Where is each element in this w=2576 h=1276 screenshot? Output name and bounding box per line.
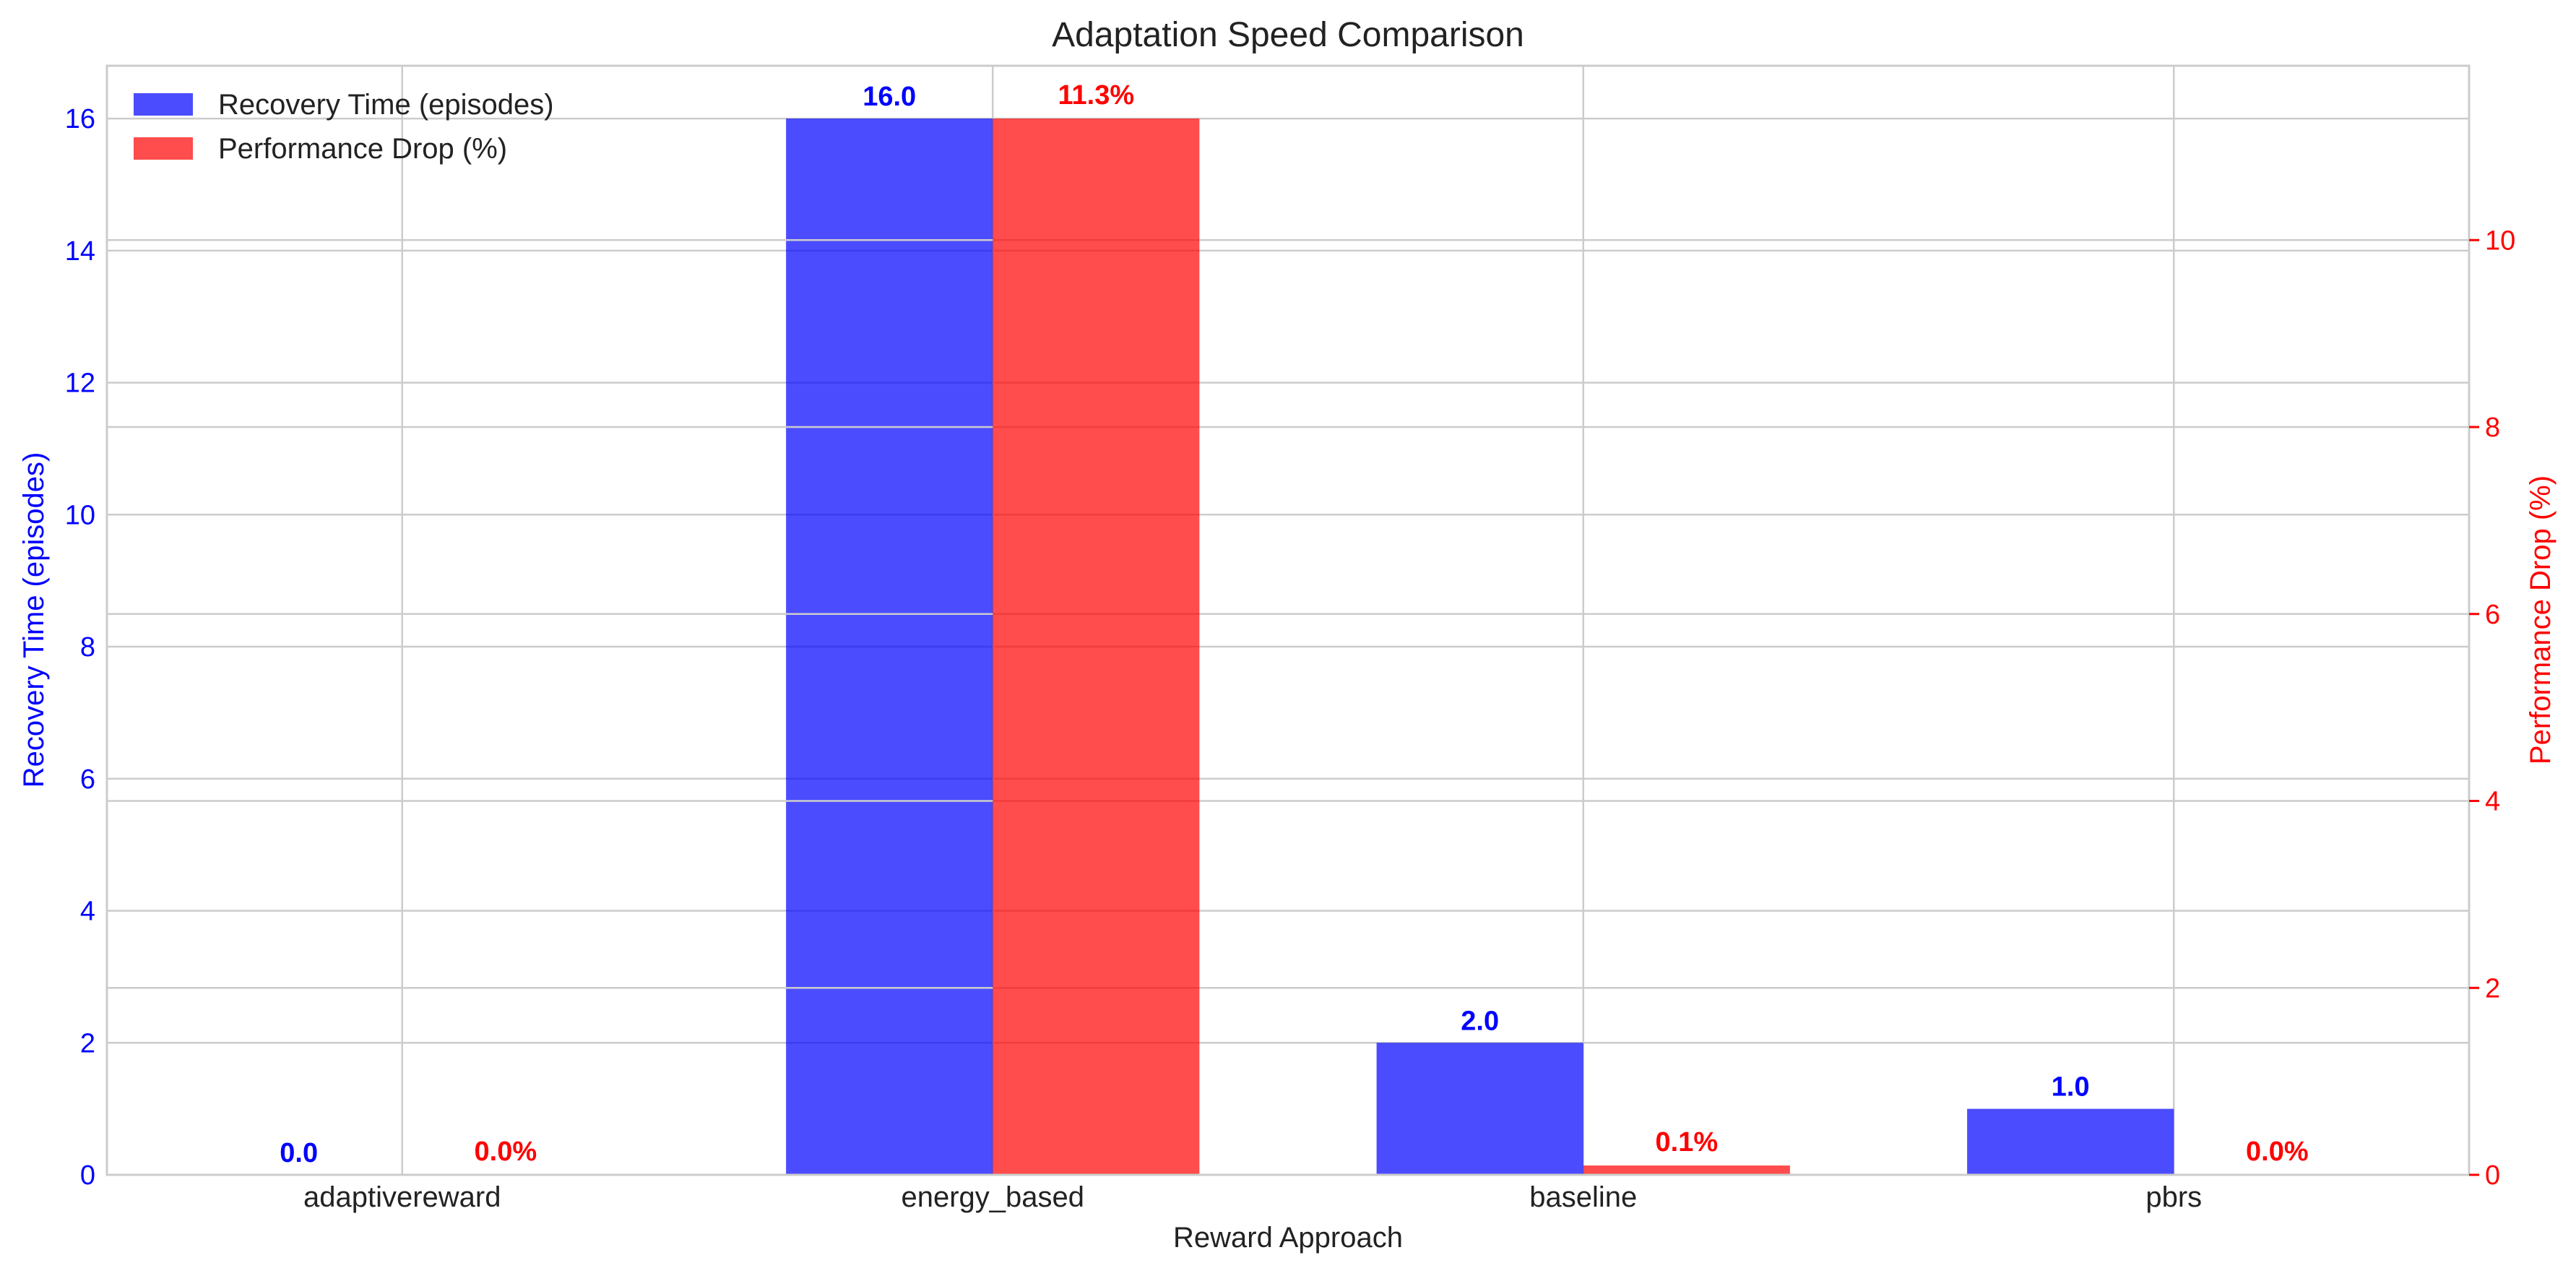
bar-performance-drop — [1583, 1165, 1790, 1175]
x-tick-label: adaptivereward — [303, 1181, 501, 1213]
x-tick-label: energy_based — [901, 1181, 1084, 1213]
data-label-recovery-time: 16.0 — [863, 82, 916, 112]
chart-title: Adaptation Speed Comparison — [1052, 16, 1524, 54]
bar-recovery-time — [786, 118, 993, 1176]
data-labels-layer: 0.0 16.0 2.0 1.0 0.0% 11.3% 0.1% 0.0% — [280, 80, 2308, 1168]
y-left-tick-label: 8 — [80, 632, 95, 663]
y-left-tick-label: 4 — [80, 897, 95, 927]
bar-recovery-time — [1376, 1043, 1583, 1175]
y-right-tick-label: 6 — [2485, 600, 2500, 630]
y-right-tick-label: 2 — [2485, 973, 2500, 1004]
legend-swatch-recovery-time — [134, 93, 193, 116]
data-label-recovery-time: 1.0 — [2052, 1072, 2090, 1103]
plot-frame — [105, 64, 2471, 1176]
y-axis-left-label: Recovery Time (episodes) — [18, 452, 50, 788]
legend: Recovery Time (episodes) Performance Dro… — [134, 89, 554, 165]
y-right-tick-label: 8 — [2485, 413, 2500, 443]
legend-swatch-performance-drop — [134, 137, 193, 160]
data-label-performance-drop: 0.0% — [475, 1137, 537, 1167]
legend-label-recovery-time: Recovery Time (episodes) — [218, 89, 554, 121]
y-left-tick-label: 12 — [65, 368, 95, 399]
axes-layer: 0 2 4 6 8 10 12 14 16 0 2 4 6 8 10 adaptivereward energy… — [65, 104, 2516, 1213]
data-label-performance-drop: 0.0% — [2246, 1137, 2309, 1167]
y-right-tick-label: 10 — [2485, 225, 2515, 256]
data-label-performance-drop: 11.3% — [1058, 80, 1134, 111]
y-axis-right-label: Performance Drop (%) — [2525, 475, 2556, 764]
grid-layer-right — [107, 239, 2469, 989]
y-left-tick-label: 2 — [80, 1028, 95, 1059]
y-right-tick-label: 4 — [2485, 787, 2500, 817]
bars-layer — [107, 118, 2469, 1176]
bar-recovery-time — [1967, 1108, 2174, 1175]
y-left-tick-label: 6 — [80, 764, 95, 795]
grid-layer — [107, 66, 2469, 1176]
x-tick-label: baseline — [1529, 1181, 1637, 1213]
data-label-performance-drop: 0.1% — [1656, 1127, 1719, 1158]
bar-performance-drop — [993, 118, 1200, 1176]
y-left-tick-label: 14 — [65, 236, 95, 267]
x-axis-label: Reward Approach — [1173, 1222, 1403, 1254]
data-label-recovery-time: 2.0 — [1461, 1006, 1499, 1036]
y-left-tick-label: 0 — [80, 1160, 95, 1191]
legend-label-performance-drop: Performance Drop (%) — [218, 133, 507, 165]
data-label-recovery-time: 0.0 — [280, 1138, 318, 1168]
x-tick-label: pbrs — [2145, 1181, 2202, 1213]
y-left-tick-label: 10 — [65, 500, 95, 530]
y-right-tick-label: 0 — [2485, 1160, 2500, 1191]
y-left-tick-label: 16 — [65, 104, 95, 134]
